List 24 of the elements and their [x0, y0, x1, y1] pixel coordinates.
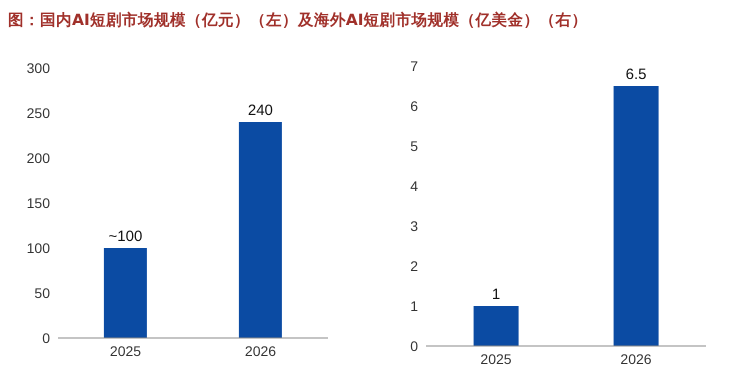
x-tick-label: 2026 — [620, 350, 652, 367]
y-tick-label: 5 — [410, 138, 418, 154]
y-tick-label: 1 — [410, 298, 418, 314]
x-tick-label: 2025 — [480, 350, 512, 367]
y-tick-label: 100 — [26, 240, 50, 256]
y-tick-label: 6 — [410, 98, 418, 114]
x-tick-label: 2025 — [110, 342, 142, 359]
y-tick-label: 7 — [410, 58, 418, 74]
y-tick-label: 300 — [26, 60, 50, 76]
x-tick-label: 2026 — [244, 342, 276, 359]
y-tick-label: 3 — [410, 218, 418, 234]
y-tick-label: 4 — [410, 178, 418, 194]
y-tick-label: 50 — [34, 284, 50, 301]
y-tick-label: 200 — [26, 150, 50, 166]
data-label: ~100 — [108, 228, 142, 245]
y-tick-label: 2 — [410, 258, 418, 274]
y-tick-label: 250 — [26, 104, 50, 121]
y-tick-label: 0 — [410, 338, 418, 354]
data-label: 1 — [492, 286, 500, 303]
y-tick-label: 150 — [26, 194, 50, 211]
chart-title: 图：国内AI短剧市场规模（亿元）（左）及海外AI短剧市场规模（亿美金）（右） — [8, 10, 588, 31]
data-label: 6.5 — [626, 66, 647, 83]
data-label: 240 — [248, 102, 273, 119]
y-tick-label: 0 — [42, 330, 50, 346]
